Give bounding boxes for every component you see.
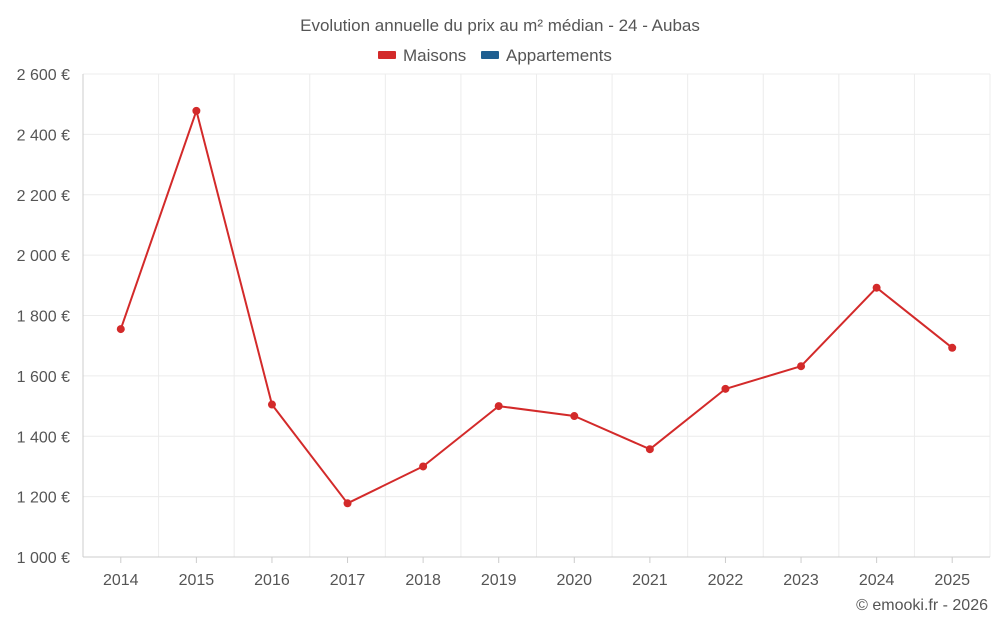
- x-tick-label: 2020: [556, 572, 592, 589]
- legend-item-maisons[interactable]: Maisons: [378, 46, 466, 65]
- y-tick-label: 2 400 €: [17, 127, 70, 144]
- data-point-maisons-2023[interactable]: [797, 362, 806, 371]
- x-tick-label: 2022: [708, 572, 744, 589]
- x-tick-label: 2016: [254, 572, 290, 589]
- data-point-maisons-2017[interactable]: [343, 499, 352, 508]
- x-tick-label: 2025: [934, 572, 970, 589]
- data-point-maisons-2022[interactable]: [721, 384, 730, 393]
- credit-text: © emooki.fr - 2026: [856, 597, 988, 614]
- data-point-maisons-2020[interactable]: [570, 412, 579, 421]
- grid-lines: [83, 73, 991, 557]
- y-tick-label: 1 600 €: [17, 369, 70, 386]
- y-tick-label: 2 000 €: [17, 248, 70, 265]
- data-point-maisons-2018[interactable]: [419, 462, 428, 471]
- x-tick-label: 2017: [330, 572, 366, 589]
- legend-swatch-appartements: [481, 51, 499, 59]
- legend: Maisons Appartements: [378, 46, 612, 65]
- x-tick-label: 2015: [179, 572, 215, 589]
- y-tick-label: 1 000 €: [17, 550, 70, 567]
- x-tick-label: 2014: [103, 572, 139, 589]
- data-point-maisons-2019[interactable]: [494, 402, 503, 411]
- chart-title: Evolution annuelle du prix au m² médian …: [300, 16, 700, 35]
- x-tick-label: 2019: [481, 572, 517, 589]
- legend-label-appartements: Appartements: [506, 46, 612, 65]
- y-tick-label: 2 200 €: [17, 188, 70, 205]
- data-point-maisons-2024[interactable]: [872, 283, 881, 292]
- y-tick-label: 2 600 €: [17, 67, 70, 84]
- data-point-maisons-2021[interactable]: [645, 445, 654, 454]
- x-tick-label: 2021: [632, 572, 668, 589]
- y-tick-label: 1 400 €: [17, 429, 70, 446]
- data-point-maisons-2015[interactable]: [192, 106, 201, 115]
- series-maisons: [116, 106, 957, 508]
- legend-item-appartements[interactable]: Appartements: [481, 46, 612, 65]
- legend-label-maisons: Maisons: [403, 46, 466, 65]
- data-point-maisons-2025[interactable]: [948, 343, 957, 352]
- y-axis: 1 000 € 1 200 € 1 400 € 1 600 € 1 800 € 2 000…: [17, 67, 84, 567]
- x-tick-label: 2023: [783, 572, 819, 589]
- x-axis: 2014 2015 2016 2017 2018 2019 2020 2021 2022 2023…: [83, 556, 990, 589]
- y-tick-label: 1 200 €: [17, 490, 70, 507]
- series-line-maisons: [119, 109, 953, 505]
- data-point-maisons-2014[interactable]: [116, 325, 125, 334]
- data-point-maisons-2016[interactable]: [267, 400, 276, 409]
- x-tick-label: 2024: [859, 572, 895, 589]
- x-tick-label: 2018: [405, 572, 441, 589]
- y-tick-label: 1 800 €: [17, 309, 70, 326]
- legend-swatch-maisons: [378, 51, 396, 59]
